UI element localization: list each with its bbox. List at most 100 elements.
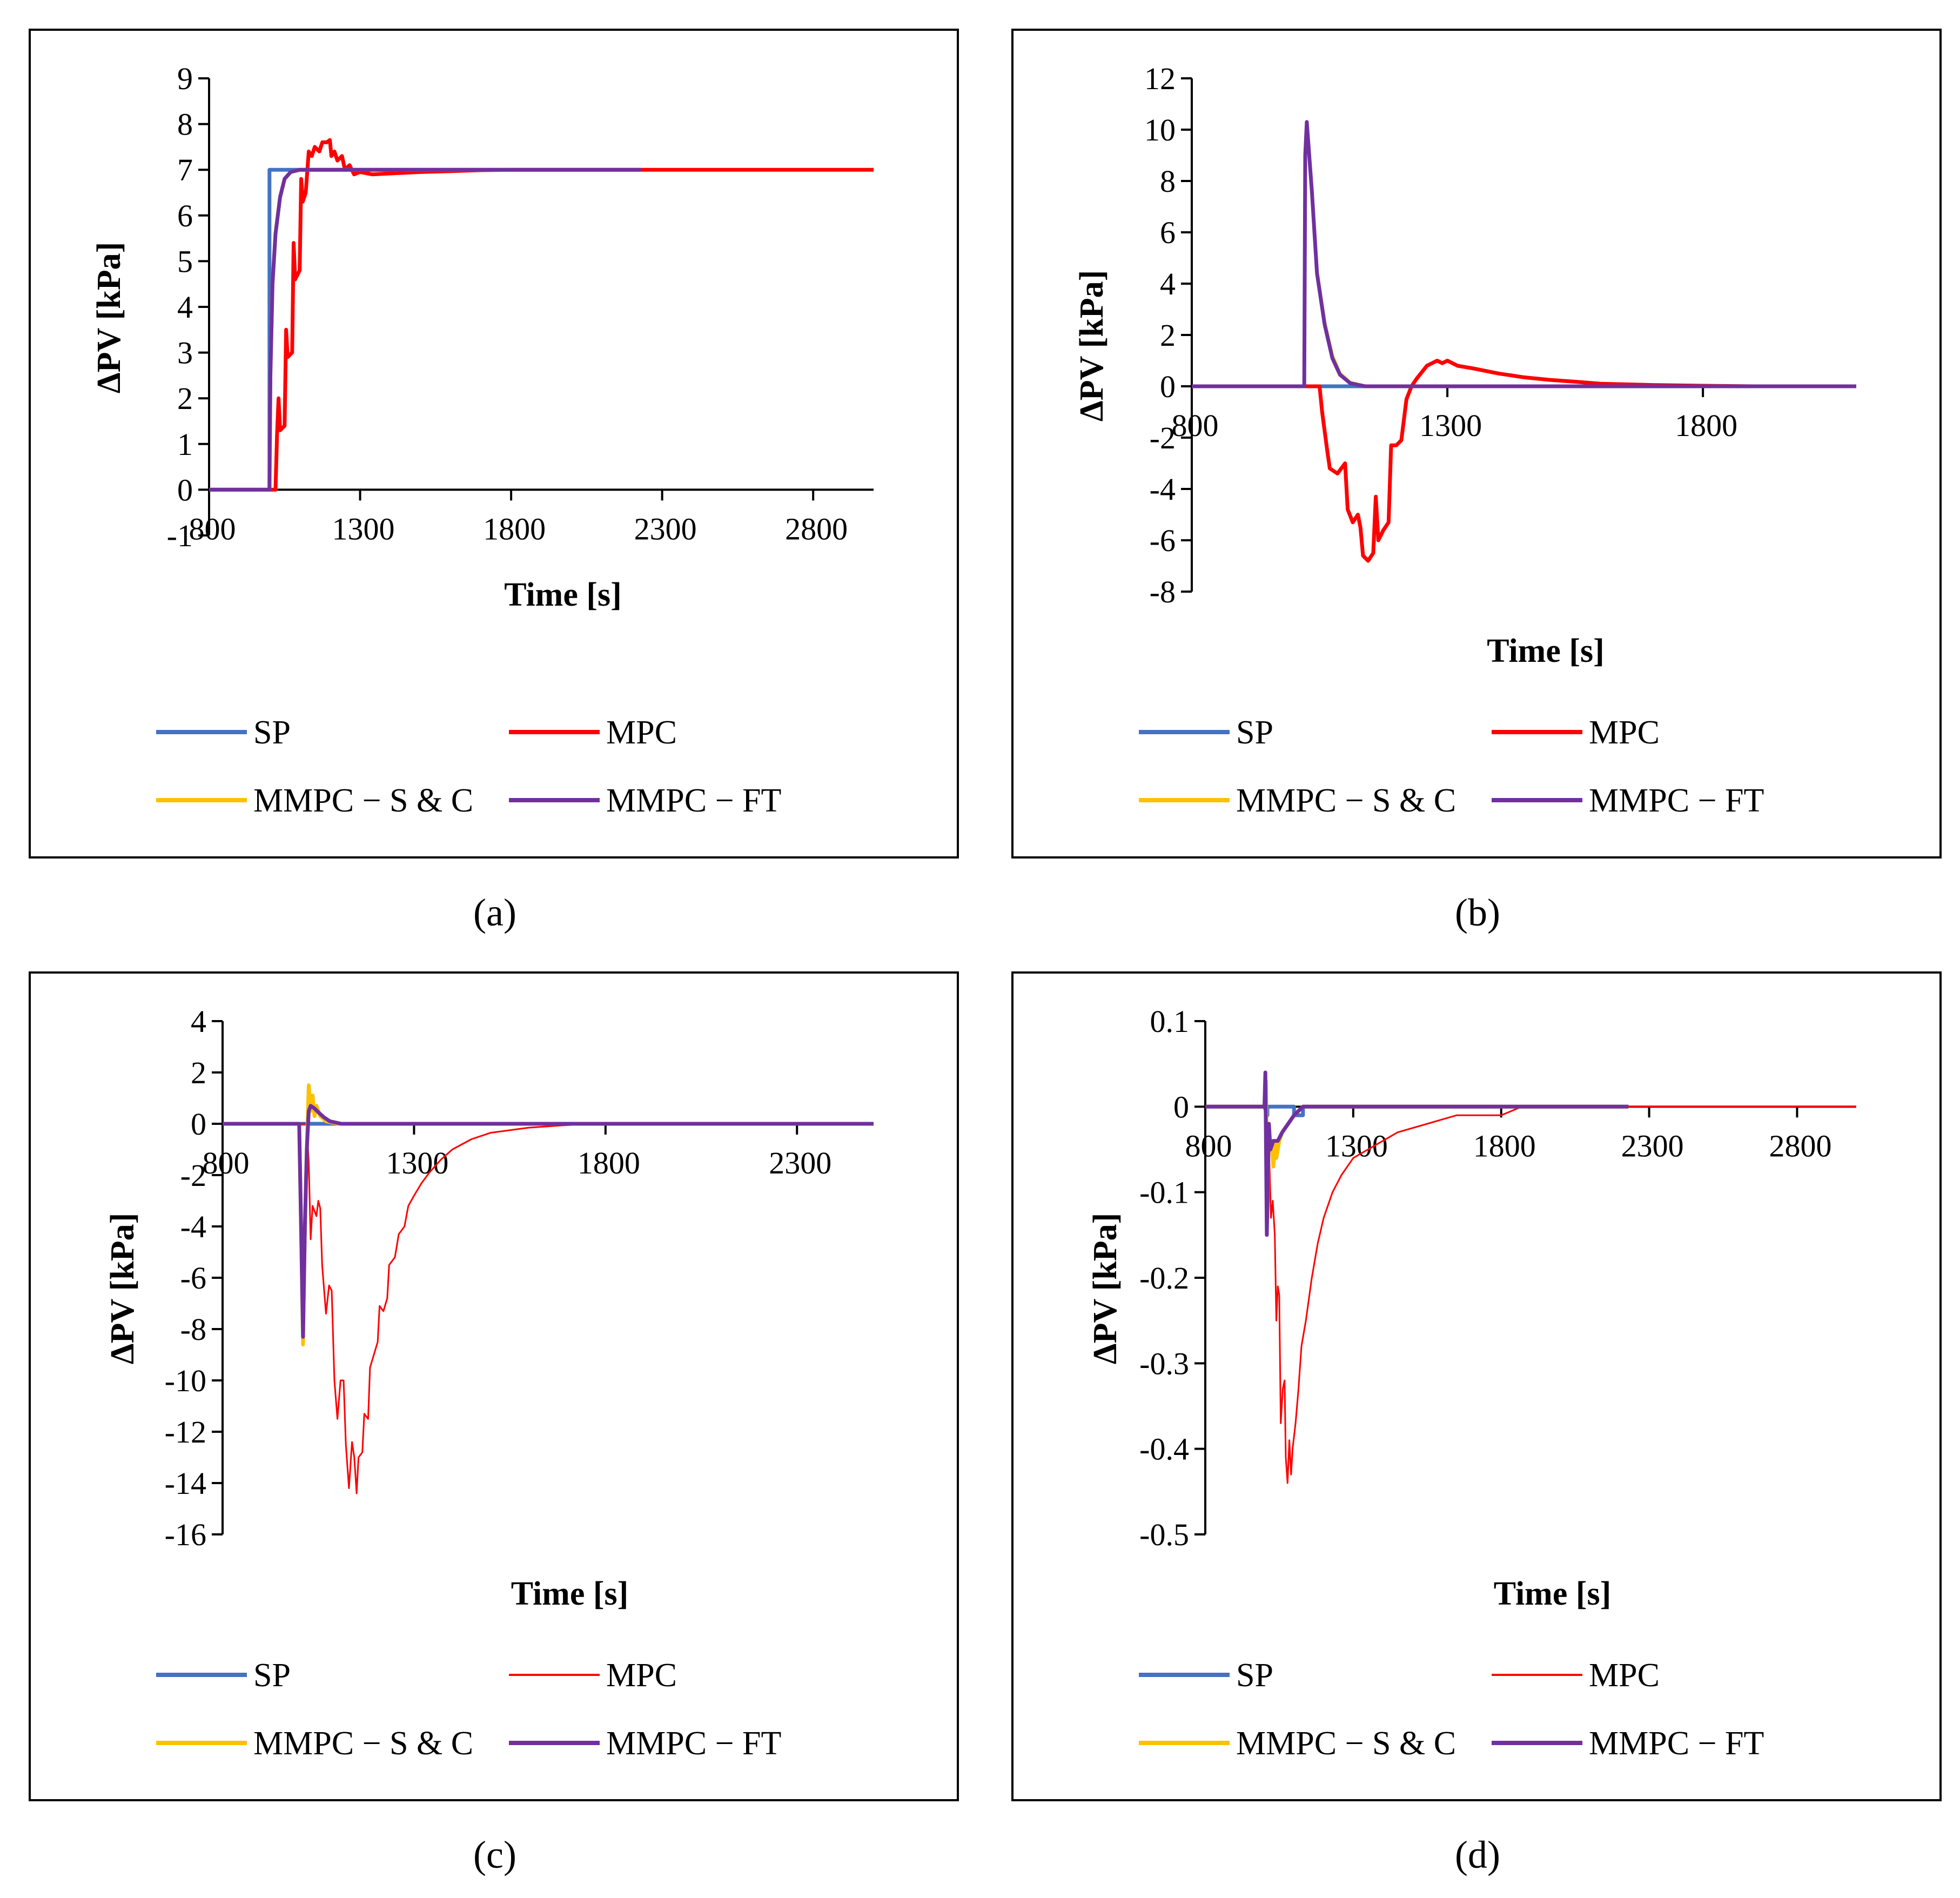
x-tick-label: 2800 xyxy=(785,511,848,546)
chart-a: -1 0 1 2 3 4 5 6 7 8 9 800 1300 1800 2300 2800 Time [s] Δ… xyxy=(91,61,874,819)
x-axis-title: Time [s] xyxy=(504,576,622,613)
y-tick-label: 4 xyxy=(1160,266,1176,301)
x-tick-label: 1300 xyxy=(1325,1128,1388,1163)
x-axis-title: Time [s] xyxy=(1487,633,1605,669)
y-tick-label: 0 xyxy=(177,472,193,507)
chart-c: -16 -14 -12 -10 -8 -6 -4 -2 0 2 4 800 1300 1800 2300 Ti… xyxy=(104,1004,874,1762)
legend-label: SP xyxy=(1236,714,1273,751)
x-axis-title: Time [s] xyxy=(511,1575,629,1612)
y-tick-label: 7 xyxy=(177,152,193,187)
chart-panel-c: -16 -14 -12 -10 -8 -6 -4 -2 0 2 4 800 1300 1800 2300 Ti… xyxy=(29,971,959,1801)
legend-label: MPC xyxy=(606,1657,677,1694)
legend-label: SP xyxy=(253,1657,291,1694)
caption-a: (a) xyxy=(473,891,516,934)
x-tick-label: 800 xyxy=(189,511,236,546)
chart-panel-b: -8 -6 -4 -2 0 2 4 6 8 10 12 800 1300 1800 Time [s] ΔPV … xyxy=(1011,29,1942,859)
x-tick-label: 2300 xyxy=(634,511,697,546)
y-tick-label: 6 xyxy=(1160,215,1176,250)
y-tick-label: 4 xyxy=(177,290,193,325)
x-tick-label: 1800 xyxy=(578,1145,640,1181)
y-tick-label: 2 xyxy=(177,381,193,416)
legend-label: MMPC − FT xyxy=(1589,782,1764,819)
y-tick-label: -0.1 xyxy=(1139,1175,1189,1210)
series-line-3 xyxy=(1192,120,1856,388)
x-tick-label: 1800 xyxy=(1675,408,1737,443)
y-tick-label: 5 xyxy=(177,244,193,279)
legend-label: MMPC − FT xyxy=(606,1725,781,1762)
y-tick-label: -0.3 xyxy=(1139,1346,1189,1381)
y-tick-label: -0.5 xyxy=(1139,1517,1189,1552)
series-line-4 xyxy=(209,167,641,492)
legend-label: MPC xyxy=(1589,1657,1660,1694)
y-tick-label: 2 xyxy=(1160,318,1176,353)
x-tick-label: 2300 xyxy=(769,1145,831,1181)
legend-label: MMPC − S & C xyxy=(1236,782,1456,819)
y-tick-label: 0.1 xyxy=(1150,1004,1190,1039)
chart-panel-d: -0.5 -0.4 -0.3 -0.2 -0.1 0 0.1 800 1300 1800 2300 2… xyxy=(1011,971,1942,1801)
legend-label: MMPC − FT xyxy=(606,782,781,819)
y-tick-label: -2 xyxy=(180,1158,206,1193)
y-axis-title: ΔPV [kPa] xyxy=(91,242,127,394)
caption-c: (c) xyxy=(473,1833,516,1876)
y-tick-label: -1 xyxy=(167,518,193,553)
y-tick-label: -6 xyxy=(1150,523,1176,558)
y-tick-label: -8 xyxy=(1150,574,1176,609)
x-tick-label: 800 xyxy=(1172,408,1219,443)
y-tick-label: 8 xyxy=(1160,164,1176,199)
y-axis-title: ΔPV [kPa] xyxy=(104,1213,141,1365)
y-tick-label: 8 xyxy=(177,107,193,142)
y-axis-title: ΔPV [kPa] xyxy=(1073,270,1110,422)
y-tick-label: -6 xyxy=(180,1260,206,1296)
series-line-4 xyxy=(1192,120,1856,388)
x-tick-label: 800 xyxy=(1185,1128,1232,1163)
y-axis-title: ΔPV [kPa] xyxy=(1087,1213,1124,1365)
series-line-4 xyxy=(223,1104,874,1339)
y-tick-label: -10 xyxy=(165,1363,206,1398)
y-tick-label: -0.2 xyxy=(1139,1260,1189,1296)
x-tick-label: 2800 xyxy=(1769,1128,1831,1163)
legend-label: MMPC − S & C xyxy=(1236,1725,1456,1762)
legend-label: SP xyxy=(253,714,291,751)
series-line-2 xyxy=(209,138,874,492)
y-tick-label: 12 xyxy=(1144,61,1176,96)
y-tick-label: 6 xyxy=(177,198,193,233)
series-line-2 xyxy=(223,1123,874,1494)
chart-d: -0.5 -0.4 -0.3 -0.2 -0.1 0 0.1 800 1300 1800 2300 2… xyxy=(1087,1004,1856,1762)
caption-b: (b) xyxy=(1455,891,1500,934)
x-axis-title: Time [s] xyxy=(1494,1575,1612,1612)
caption-d: (d) xyxy=(1455,1833,1500,1876)
y-tick-label: -4 xyxy=(180,1209,206,1244)
x-tick-label: 1800 xyxy=(483,511,546,546)
series-line-2 xyxy=(1192,359,1856,563)
x-tick-label: 1300 xyxy=(1419,408,1482,443)
y-tick-label: -14 xyxy=(165,1466,206,1501)
x-tick-label: 2300 xyxy=(1621,1128,1684,1163)
legend-label: MMPC − S & C xyxy=(253,782,473,819)
chart-b: -8 -6 -4 -2 0 2 4 6 8 10 12 800 1300 1800 Time [s] ΔPV … xyxy=(1073,61,1856,819)
legend-label: MPC xyxy=(606,714,677,751)
series-line-3 xyxy=(209,167,641,492)
y-tick-label: 4 xyxy=(191,1004,206,1039)
chart-panel-a: -1 0 1 2 3 4 5 6 7 8 9 800 1300 1800 2300 2800 Time [s] Δ… xyxy=(29,29,959,859)
series-line-2 xyxy=(1205,1105,1856,1484)
series-line-1 xyxy=(209,167,641,492)
series-line-4 xyxy=(1205,1070,1629,1237)
y-tick-label: 0 xyxy=(191,1106,206,1142)
y-tick-label: -8 xyxy=(180,1312,206,1347)
x-tick-label: 800 xyxy=(203,1145,250,1181)
y-tick-label: 0 xyxy=(1160,369,1176,404)
y-tick-label: 0 xyxy=(1173,1089,1189,1124)
legend-label: MMPC − S & C xyxy=(253,1725,473,1762)
y-tick-label: 1 xyxy=(177,427,193,462)
y-tick-label: -0.4 xyxy=(1139,1432,1189,1467)
y-tick-label: 9 xyxy=(177,61,193,96)
y-tick-label: -16 xyxy=(165,1517,206,1552)
y-tick-label: 10 xyxy=(1144,112,1176,147)
legend-label: MMPC − FT xyxy=(1589,1725,1764,1762)
legend-label: MPC xyxy=(1589,714,1660,751)
x-tick-label: 1300 xyxy=(386,1145,448,1181)
x-tick-label: 1800 xyxy=(1473,1128,1536,1163)
y-tick-label: -2 xyxy=(1150,420,1176,455)
y-tick-label: 3 xyxy=(177,336,193,371)
legend-label: SP xyxy=(1236,1657,1273,1694)
